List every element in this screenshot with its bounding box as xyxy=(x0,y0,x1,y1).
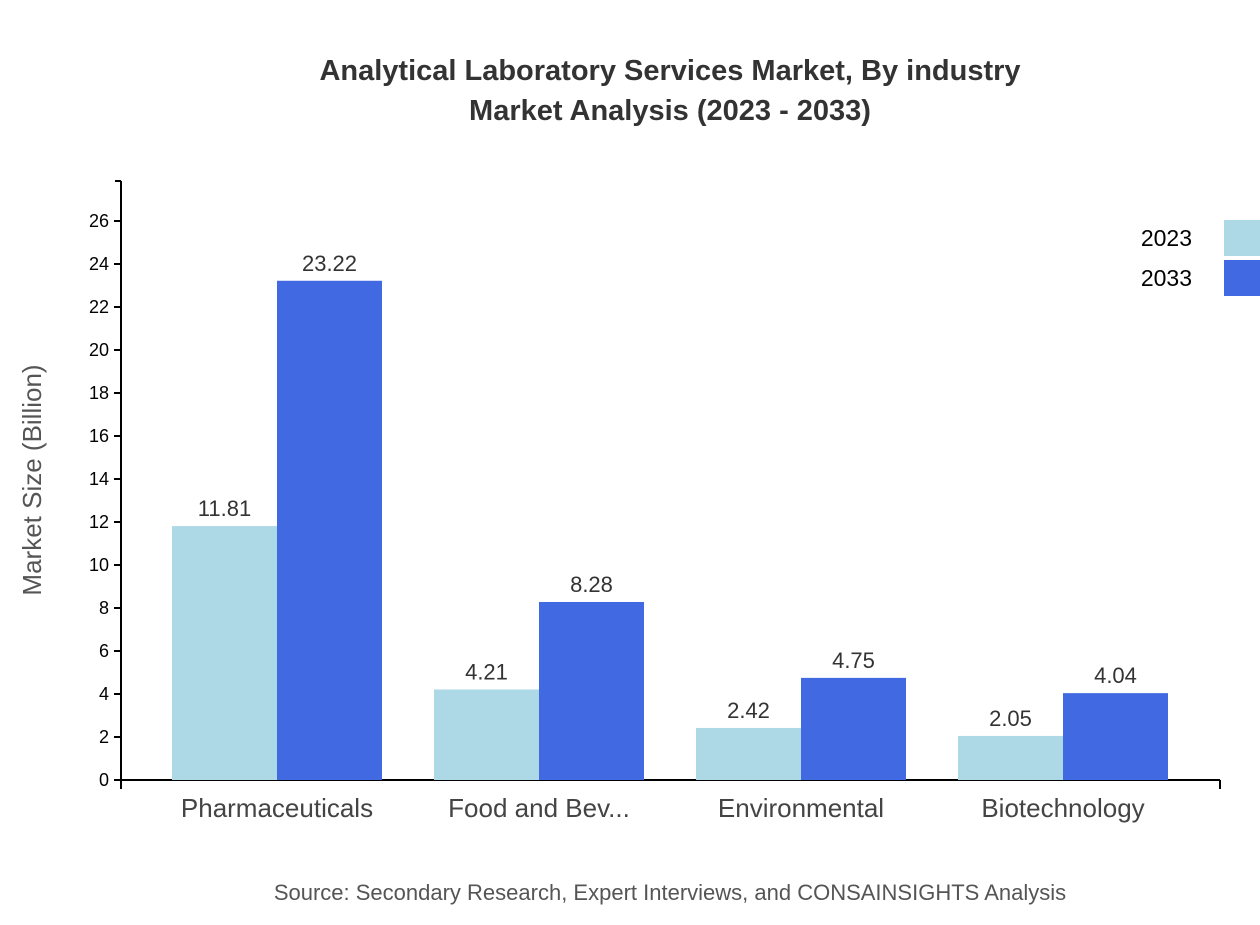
y-tick-label: 22 xyxy=(89,297,109,317)
data-label: 8.28 xyxy=(570,572,613,597)
data-label: 4.75 xyxy=(832,648,875,673)
y-tick-label: 12 xyxy=(89,512,109,532)
chart-title: Analytical Laboratory Services Market, B… xyxy=(319,55,1020,87)
x-tick-label: Biotechnology xyxy=(981,793,1144,823)
y-tick-label: 0 xyxy=(99,770,109,790)
data-label: 4.21 xyxy=(465,659,508,684)
bar-2033 xyxy=(277,280,382,780)
legend-label: 2033 xyxy=(1141,265,1192,291)
data-label: 2.42 xyxy=(727,698,770,723)
bar-2023 xyxy=(696,727,801,780)
y-axis-label: Market Size (Billion) xyxy=(17,364,47,595)
y-tick-label: 24 xyxy=(89,254,109,274)
x-tick-label: Environmental xyxy=(718,793,884,823)
y-tick-label: 2 xyxy=(99,727,109,747)
bar-2023 xyxy=(434,689,539,780)
y-tick-label: 4 xyxy=(99,684,109,704)
x-tick-label: Pharmaceuticals xyxy=(181,793,373,823)
y-tick-label: 8 xyxy=(99,598,109,618)
legend-swatch-2023 xyxy=(1224,220,1260,256)
y-tick-label: 10 xyxy=(89,555,109,575)
bar-2033 xyxy=(801,677,906,780)
x-tick-label: Food and Bev... xyxy=(448,793,630,823)
legend-swatch-2033 xyxy=(1224,260,1260,296)
data-label: 11.81 xyxy=(198,496,251,521)
legend-label: 2023 xyxy=(1141,225,1192,251)
y-tick-label: 18 xyxy=(89,383,109,403)
chart-subtitle: Market Analysis (2023 - 2033) xyxy=(469,95,871,127)
source-note: Source: Secondary Research, Expert Inter… xyxy=(274,880,1066,905)
y-tick-label: 16 xyxy=(89,426,109,446)
data-label: 2.05 xyxy=(989,706,1032,731)
y-tick-label: 26 xyxy=(89,211,109,231)
y-tick-label: 14 xyxy=(89,469,109,489)
bar-2023 xyxy=(172,526,277,780)
y-tick-label: 20 xyxy=(89,340,109,360)
bar-2023 xyxy=(958,735,1063,780)
bar-2033 xyxy=(539,601,644,780)
bar-2033 xyxy=(1063,693,1168,780)
y-tick-label: 6 xyxy=(99,641,109,661)
data-label: 23.22 xyxy=(302,251,357,276)
data-label: 4.04 xyxy=(1094,663,1137,688)
